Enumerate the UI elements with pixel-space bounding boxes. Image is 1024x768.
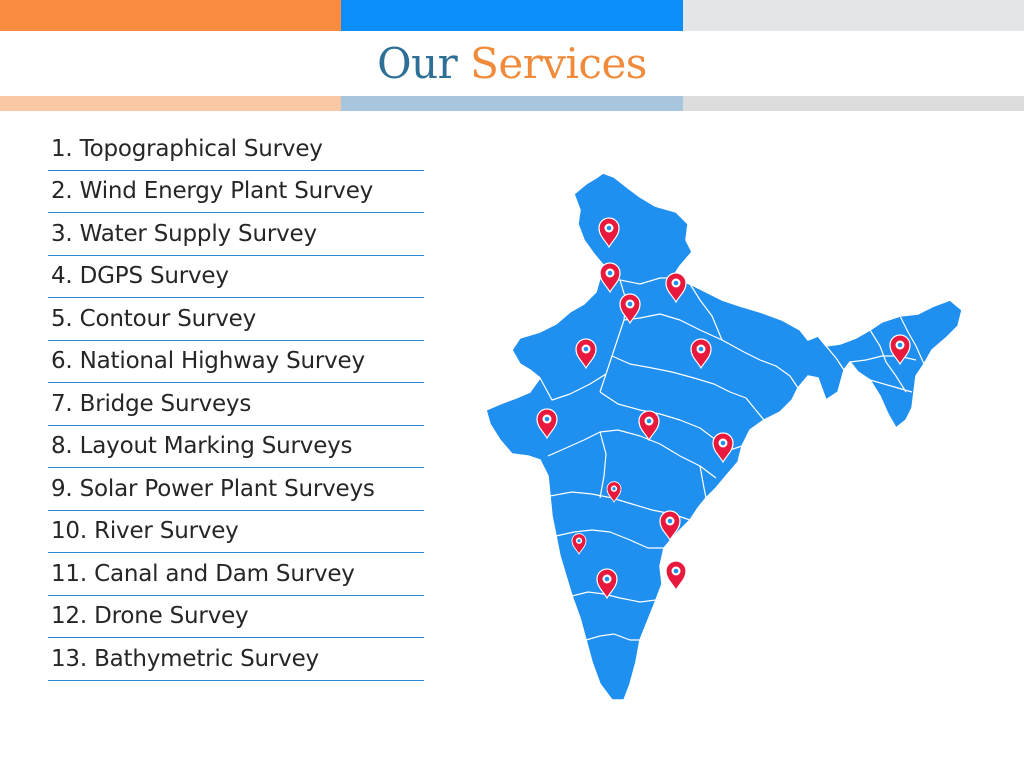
- service-item: 9. Solar Power Plant Surveys: [48, 468, 424, 511]
- service-item: 4. DGPS Survey: [48, 256, 424, 298]
- service-item: 6. National Highway Survey: [48, 341, 424, 383]
- bottom-bar-blue: [341, 96, 683, 111]
- services-list: 1. Topographical Survey 2. Wind Energy P…: [48, 128, 424, 681]
- service-item: 13. Bathymetric Survey: [48, 638, 424, 681]
- top-color-bar: [0, 0, 1024, 31]
- bottom-bar-grey: [682, 96, 1024, 111]
- service-item: 5. Contour Survey: [48, 298, 424, 341]
- top-bar-blue: [341, 0, 683, 31]
- page-title: Our Services: [0, 36, 1024, 92]
- top-bar-orange: [0, 0, 342, 31]
- service-item: 1. Topographical Survey: [48, 128, 424, 171]
- service-item: 8. Layout Marking Surveys: [48, 426, 424, 468]
- location-pin-icon: [665, 560, 687, 591]
- top-bar-grey: [682, 0, 1024, 31]
- service-item: 11. Canal and Dam Survey: [48, 553, 424, 596]
- title-word-our: Our: [377, 39, 458, 88]
- service-item: 3. Water Supply Survey: [48, 213, 424, 256]
- service-item: 2. Wind Energy Plant Survey: [48, 171, 424, 213]
- service-item: 10. River Survey: [48, 511, 424, 553]
- service-item: 12. Drone Survey: [48, 596, 424, 638]
- title-word-services: Services: [470, 39, 647, 88]
- india-map-icon: [485, 172, 963, 701]
- bottom-color-bar: [0, 96, 1024, 111]
- service-item: 7. Bridge Surveys: [48, 383, 424, 426]
- bottom-bar-orange: [0, 96, 342, 111]
